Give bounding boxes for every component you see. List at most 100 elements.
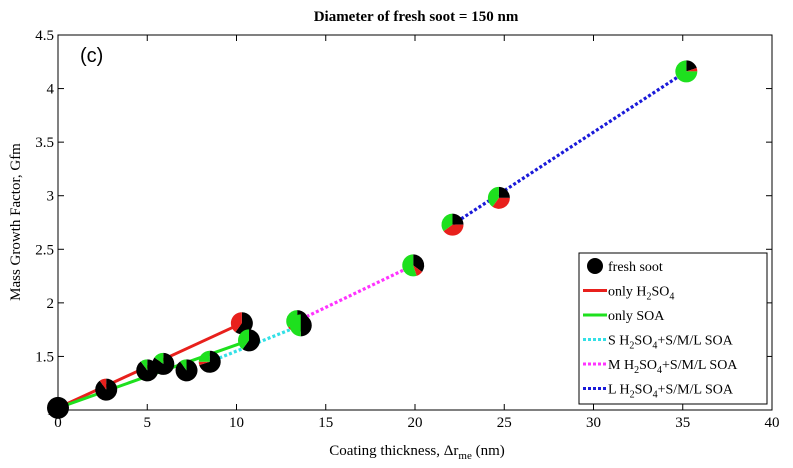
pie-slice-soot bbox=[235, 312, 253, 335]
legend-label-1-sub2: 4 bbox=[669, 292, 674, 303]
legend-label-3-pre: S H bbox=[608, 334, 629, 349]
x-axis-label-delta: Δr bbox=[444, 443, 459, 459]
data-point-7 bbox=[237, 329, 260, 352]
legend-label-1-mid: SO bbox=[652, 285, 670, 300]
pie-slice-soot bbox=[95, 378, 118, 401]
legend-label-5-pre: L H bbox=[608, 383, 630, 398]
legend-label-2: only SOA bbox=[608, 309, 665, 324]
x-tick-label-2: 10 bbox=[229, 415, 244, 431]
points-layer bbox=[47, 60, 698, 419]
ticks-layer: 0 5 10 15 20 25 30 35 40 1 1.5 2 2.5 3 3.5 4 4.5 bbox=[35, 28, 779, 431]
data-point-11 bbox=[441, 213, 464, 236]
y-tick-label-2: 2 bbox=[47, 296, 55, 312]
pie-slice-soot bbox=[686, 60, 697, 72]
legend-label-4-mid: SO bbox=[639, 358, 657, 373]
legend-label-5: L H2SO4+S/M/L SOA bbox=[608, 383, 734, 401]
data-point-1 bbox=[95, 378, 118, 401]
legend-label-5-mid: SO bbox=[635, 383, 653, 398]
legend-item-0: fresh soot bbox=[587, 258, 663, 275]
pie-slice-h2so4 bbox=[492, 197, 510, 209]
legend-label-4: M H2SO4+S/M/L SOA bbox=[608, 358, 738, 376]
data-point-13 bbox=[675, 60, 698, 83]
pie-slice-soa bbox=[402, 254, 417, 277]
pie-slice-soa bbox=[154, 352, 164, 364]
legend-label-3: S H2SO4+S/M/L SOA bbox=[608, 334, 734, 352]
data-point-4 bbox=[175, 359, 198, 382]
data-point-12 bbox=[487, 186, 510, 209]
legend-label-5-post: +S/M/L SOA bbox=[658, 383, 734, 398]
pie-slice-soot bbox=[413, 254, 425, 272]
x-tick-label-7: 35 bbox=[675, 415, 690, 431]
x-tick-label-6: 30 bbox=[586, 415, 601, 431]
legend-item-3: S H2SO4+S/M/L SOA bbox=[583, 334, 734, 352]
pie-slice-soot bbox=[199, 350, 221, 373]
y-tick-label-6: 4 bbox=[47, 82, 55, 98]
x-axis-label: Coating thickness, Δrme (nm) bbox=[329, 443, 505, 462]
legend-item-5: L H2SO4+S/M/L SOA bbox=[583, 383, 734, 401]
x-tick-label-0: 0 bbox=[54, 415, 62, 431]
pie-slice-h2so4 bbox=[198, 361, 210, 366]
data-point-9 bbox=[289, 314, 312, 337]
x-axis-label-main: Coating thickness, bbox=[329, 443, 444, 459]
legend-item-2: only SOA bbox=[583, 309, 665, 324]
pie-slice-soa bbox=[675, 60, 698, 83]
y-tick-label-0: 1 bbox=[47, 403, 55, 419]
legend-label-1-sub1: 2 bbox=[647, 292, 652, 303]
chart-title: Diameter of fresh soot = 150 nm bbox=[314, 9, 519, 25]
series-line-3 bbox=[296, 263, 414, 323]
pie-slice-soa bbox=[237, 329, 249, 350]
pie-slice-h2so4 bbox=[443, 224, 464, 236]
legend-label-3-sub2: 4 bbox=[652, 341, 657, 352]
pie-slice-soa bbox=[289, 314, 301, 337]
legend-item-4: M H2SO4+S/M/L SOA bbox=[583, 358, 738, 376]
y-tick-label-1: 1.5 bbox=[35, 349, 54, 365]
x-axis-label-sub: me bbox=[458, 450, 472, 462]
data-point-5 bbox=[198, 350, 221, 373]
data-point-6 bbox=[230, 312, 253, 335]
y-tick-label-7: 4.5 bbox=[35, 28, 54, 44]
pie-slice-soot bbox=[242, 329, 260, 352]
series-line-4 bbox=[451, 70, 688, 226]
pie-slice-soa bbox=[441, 213, 453, 232]
legend-label-2-pre: only SOA bbox=[608, 309, 665, 324]
y-tick-label-3: 2.5 bbox=[35, 242, 54, 258]
x-tick-label-4: 20 bbox=[408, 415, 423, 431]
pie-slice-h2so4 bbox=[230, 312, 242, 333]
pie-slice-soa bbox=[140, 359, 148, 371]
pie-slice-soa bbox=[180, 359, 187, 371]
panel-label: (c) bbox=[80, 45, 103, 67]
pie-slice-h2so4 bbox=[686, 68, 698, 72]
pie-slice-soot bbox=[300, 314, 312, 337]
pie-slice-soot bbox=[175, 359, 198, 382]
x-tick-label-1: 5 bbox=[144, 415, 152, 431]
data-point-10 bbox=[402, 254, 425, 277]
y-axis-label: Mass Growth Factor, Gfm bbox=[8, 143, 24, 301]
legend-label-3-mid: SO bbox=[634, 334, 652, 349]
legend-label-5-sub2: 4 bbox=[653, 390, 658, 401]
legend-label-5-sub1: 2 bbox=[630, 390, 635, 401]
y-tick-label-4: 3 bbox=[47, 189, 55, 205]
legend-label-4-sub1: 2 bbox=[634, 365, 639, 376]
pie-slice-soot bbox=[452, 213, 464, 225]
x-tick-label-3: 15 bbox=[318, 415, 333, 431]
pie-slice-soot bbox=[498, 186, 510, 198]
pie-slice-soa bbox=[198, 350, 210, 362]
x-tick-label-5: 25 bbox=[497, 415, 512, 431]
legend-label-4-post: +S/M/L SOA bbox=[662, 358, 738, 373]
legend-item-1: only H2SO4 bbox=[583, 285, 674, 303]
legend-label-4-sub2: 4 bbox=[657, 365, 662, 376]
legend-marker-0 bbox=[587, 258, 603, 274]
legend-label-0: fresh soot bbox=[608, 260, 663, 275]
pie-slice-soot bbox=[152, 352, 175, 375]
pie-slice-soa bbox=[286, 310, 298, 328]
x-tick-label-8: 40 bbox=[765, 415, 780, 431]
pie-slice-h2so4 bbox=[99, 378, 107, 390]
legend-label-1-pre: only H bbox=[608, 285, 647, 300]
legend-label-1: only H2SO4 bbox=[608, 285, 674, 303]
legend-label-3-post: +S/M/L SOA bbox=[657, 334, 733, 349]
x-axis-label-unit: (nm) bbox=[472, 443, 505, 459]
legend-label-4-pre: M H bbox=[608, 358, 634, 373]
legend-label-3-sub1: 2 bbox=[629, 341, 634, 352]
pie-slice-h2so4 bbox=[413, 265, 423, 276]
